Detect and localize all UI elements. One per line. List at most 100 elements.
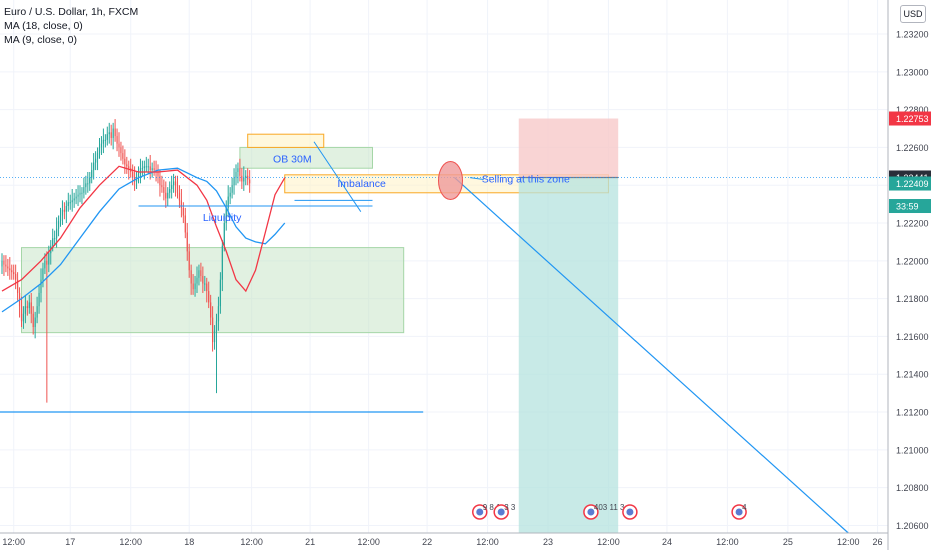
ob-30m-box [247,133,325,148]
candle [114,128,116,137]
liquidity-label: Liquidity [203,212,242,224]
candle [71,200,73,203]
candle [28,302,30,309]
candle [143,166,145,169]
candle [169,189,171,193]
candle [54,238,56,240]
candle [46,260,48,265]
candle [110,132,112,138]
candle [139,168,142,174]
event-flag-icon [587,508,595,516]
candle [184,215,186,233]
time-tick-label: 12:00 [240,537,263,547]
candle [210,302,212,318]
candle [243,177,245,182]
candle [141,168,144,170]
price-tick-label: 1.20600 [896,521,929,531]
time-tick-label: 12:00 [837,537,860,547]
candle [9,268,11,271]
candle [102,139,105,144]
time-tick-label: 12:00 [119,537,142,547]
event-flag-icon [497,508,505,516]
candle [57,221,60,229]
price-tick-label: 1.22800 [896,105,929,115]
candle [93,162,95,171]
candle [227,196,229,208]
candle [98,147,101,154]
candle [52,238,54,246]
candle [13,272,15,275]
imbalance-label: Imbalance [337,178,386,190]
price-tick-label: 1.23200 [896,30,929,40]
candle [194,283,196,290]
take-profit-zone [518,177,619,533]
legend-ma18: MA (18, close, 0) [4,20,83,32]
candle [167,192,169,199]
candle [165,192,167,199]
candle [188,251,190,271]
candle [182,207,184,216]
candle [225,207,227,224]
candle [241,175,243,182]
candle [221,245,223,280]
candle [235,171,237,178]
candle [73,198,75,201]
candle [118,143,120,148]
price-label: 33:59 [896,202,919,212]
event-label: 3 3 [504,503,516,512]
candle [178,192,181,201]
time-tick-label: 23 [543,537,553,547]
candle [163,187,165,193]
candle [192,283,194,290]
candles [1,119,251,403]
price-label-bg [889,176,931,191]
candle [239,168,241,176]
candle [67,202,69,207]
candle [219,279,222,307]
candle [147,166,149,168]
candle [217,306,220,322]
time-tick-label: 25 [783,537,793,547]
price-tick-label: 1.22200 [896,219,929,229]
time-tick-label: 12:00 [357,537,380,547]
price-tick-label: 1.21600 [896,332,929,342]
candle [65,206,67,212]
price-label-bg [889,199,931,214]
candle [30,302,32,314]
candle [122,153,124,159]
ob-arrow-line [313,141,362,212]
candle [34,317,36,327]
event-flag-icon [476,508,484,516]
candle [180,200,183,208]
currency-button[interactable]: USD [900,5,926,23]
candle [213,330,216,343]
candle [200,270,202,276]
candle [112,128,114,138]
price-label: 1.22753 [896,114,929,124]
candle [120,147,122,154]
candle [61,209,64,216]
candle [196,277,198,284]
candle [44,260,46,269]
time-tick-label: 18 [184,537,194,547]
candle [247,175,249,180]
candle [204,283,206,285]
candle [132,171,134,178]
candle [202,275,204,284]
candle [20,306,23,322]
ob-30m-label: OB 30M [273,154,312,166]
selling-label: Selling at this zone [482,173,570,185]
legend-ma9: MA (9, close, 0) [4,34,77,46]
candle [172,181,175,186]
candle [81,192,83,194]
candle [151,168,153,171]
candle [100,143,103,148]
candle [108,132,110,135]
candle [96,153,99,159]
candle [7,266,9,269]
time-tick-label: 12:00 [597,537,620,547]
